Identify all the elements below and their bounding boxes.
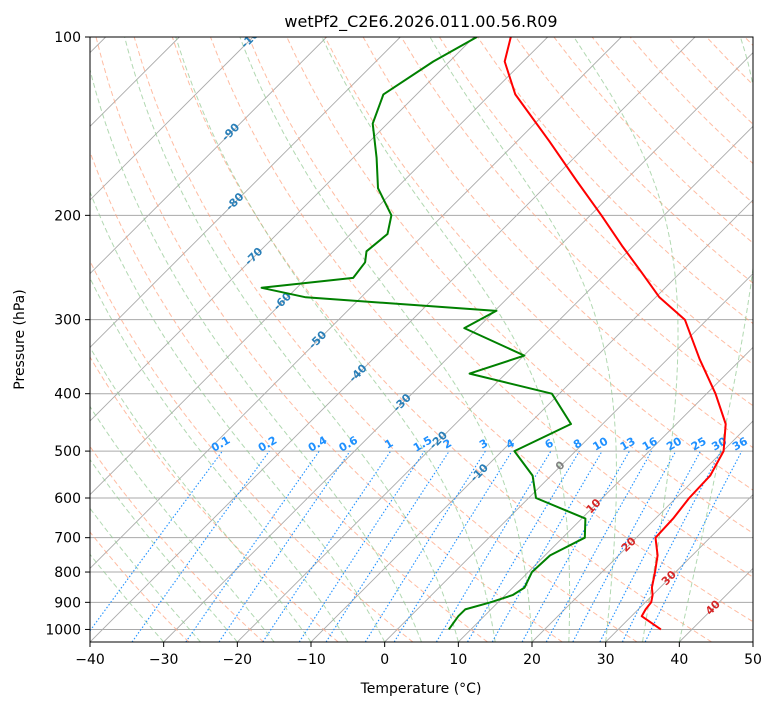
dry-adiabat [324,37,753,491]
y-tick-label: 1000 [45,622,81,638]
x-axis-label: Temperature (°C) [360,681,482,697]
temperature-line [503,37,727,631]
dry-adiabat [90,259,414,642]
dewpoint-line [260,37,587,630]
y-tick-label: 400 [54,387,81,403]
y-tick-label: 200 [54,208,81,224]
mixing-ratio-line [262,450,392,642]
moist-adiabat [90,190,386,642]
moist-adiabat [678,37,753,642]
x-tick-label: 10 [449,652,467,668]
mixing-ratio-line [298,450,425,642]
isotherm-line [531,420,753,642]
dry-adiabat [210,37,753,623]
mixing-ratio-line [572,450,677,642]
isotherm-line [90,37,254,201]
mixing-ratio-line [599,450,701,642]
moist-adiabat [90,346,312,642]
x-tick-label: 0 [380,652,389,668]
moist-adiabat [90,67,422,642]
isotherm-line [90,37,548,496]
moist-adiabat [321,37,571,642]
dry-adiabat [438,37,753,366]
y-tick-label: 300 [54,313,81,329]
moist-adiabat [124,37,459,642]
isotherm-line [90,37,401,348]
isotherm-line [90,37,327,275]
mixing-ratio-line [218,450,351,642]
isotherm-line [163,52,753,642]
moist-adiabat [90,458,238,642]
y-tick-label: 600 [54,491,81,507]
profile-series [260,37,727,631]
x-tick-label: 40 [670,652,688,668]
dry-adiabat [248,37,753,578]
mixing-ratio-line [90,450,223,632]
isotherm-line [605,494,753,642]
moist-adiabat [573,37,679,642]
y-axis-label: Pressure (hPa) [12,289,28,389]
dry-adiabat [515,37,753,284]
moist-adiabat [90,405,275,642]
moist-adiabat [429,37,617,642]
moist-adiabat [239,37,533,642]
x-tick-label: −20 [223,652,253,668]
dry-adiabat [95,37,563,642]
x-tick-label: −10 [296,652,326,668]
x-tick-label: 20 [523,652,541,668]
dry-adiabat [90,356,339,642]
mixing-ratio-line [545,450,653,642]
mixing-ratio-line [644,450,743,642]
x-tick-label: −40 [75,652,105,668]
moist-adiabat [175,37,496,642]
mixing-ratio-line [621,450,722,642]
isotherm-line [458,346,753,642]
mixing-ratio-line [364,450,486,642]
isotherm-line [384,273,753,642]
y-tick-label: 500 [54,444,81,460]
x-tick-label: 50 [744,652,762,668]
mixing-ratio-line [521,450,630,642]
mixing-ratio-line [131,450,270,642]
dry-adiabat [90,150,488,642]
y-tick-label: 700 [54,531,81,547]
plot-frame [89,36,754,643]
x-tick-label: 30 [597,652,615,668]
mixing-ratio-line [393,450,513,642]
mixing-ratio-line [185,450,320,642]
y-tick-label: 800 [54,565,81,581]
dry-adiabat [133,37,638,642]
y-tick-label: 100 [54,30,81,46]
isotherm-line [90,37,622,569]
x-tick-label: −30 [149,652,179,668]
chart-title: wetPf2_C2E6.2026.011.00.56.R09 [284,12,557,32]
isotherm-line [237,125,753,642]
y-tick-label: 900 [54,595,81,611]
dry-adiabat [90,531,190,642]
dry-adiabat [400,37,753,407]
mixing-ratio-line [325,450,450,642]
background-lines [90,37,753,642]
moist-adiabat [90,277,349,642]
dry-adiabat [171,37,712,642]
dry-adiabat [90,445,264,642]
axis-ticks: −40 −30 −20 −10 0 10 20 30 40 50 100 200 300 400 500 60… [45,30,762,668]
isotherm-line [90,37,475,422]
mixing-ratio-line [435,450,552,642]
